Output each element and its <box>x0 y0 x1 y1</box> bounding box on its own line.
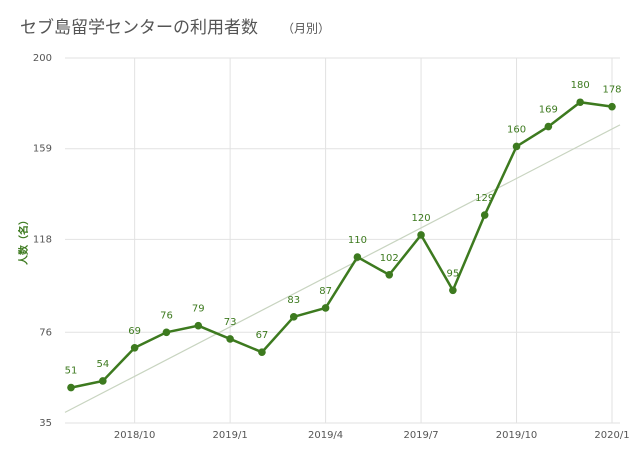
data-point <box>385 270 394 279</box>
data-label: 120 <box>412 213 431 224</box>
data-point <box>99 377 107 385</box>
x-tick-label: 2019/1 <box>213 430 248 441</box>
data-label: 110 <box>348 235 367 246</box>
data-point <box>544 122 553 131</box>
data-point <box>353 253 362 261</box>
data-label: 95 <box>447 268 460 279</box>
y-tick-label: 76 <box>39 327 52 338</box>
y-tick-label: 118 <box>33 234 52 245</box>
y-tick-label: 200 <box>33 53 52 64</box>
data-label: 73 <box>224 317 237 328</box>
y-axis-label: 人数（名） <box>17 215 30 265</box>
data-label: 160 <box>507 124 526 135</box>
data-point <box>449 286 457 295</box>
chart-subtitle: （月別） <box>282 22 330 36</box>
x-tick-label: 2019/7 <box>403 430 438 441</box>
trendline <box>64 124 621 413</box>
x-tick-label: 2019/4 <box>308 430 343 441</box>
data-label: 83 <box>287 295 300 306</box>
data-label: 69 <box>128 326 141 337</box>
data-point <box>194 321 203 330</box>
y-tick-label: 159 <box>33 144 52 155</box>
data-label: 51 <box>65 366 78 377</box>
data-label: 178 <box>602 85 621 96</box>
x-tick-label: 2019/10 <box>496 430 538 441</box>
data-point <box>162 328 171 337</box>
data-point <box>130 343 139 352</box>
y-tick-label: 35 <box>39 418 52 429</box>
data-point <box>417 231 425 239</box>
data-label: 102 <box>380 253 399 264</box>
data-label: 54 <box>96 359 109 370</box>
data-point <box>512 142 521 151</box>
data-point <box>226 335 234 343</box>
data-label: 67 <box>256 330 269 341</box>
data-point <box>321 304 330 312</box>
data-label: 129 <box>475 193 494 204</box>
data-label: 76 <box>160 310 173 321</box>
data-point <box>576 98 584 107</box>
data-label: 180 <box>571 80 590 91</box>
data-point <box>608 102 616 111</box>
x-tick-label: 2018/10 <box>114 430 156 441</box>
data-label: 87 <box>319 286 332 297</box>
data-line <box>70 100 613 389</box>
x-tick-label: 2020/1 <box>594 430 629 441</box>
data-point <box>258 348 266 357</box>
data-point <box>289 313 298 321</box>
data-label: 79 <box>192 304 205 315</box>
data-label: 169 <box>539 105 558 116</box>
chart-title: セブ島留学センターの利用者数 <box>20 17 258 38</box>
data-point <box>67 383 75 392</box>
data-point <box>480 211 489 219</box>
